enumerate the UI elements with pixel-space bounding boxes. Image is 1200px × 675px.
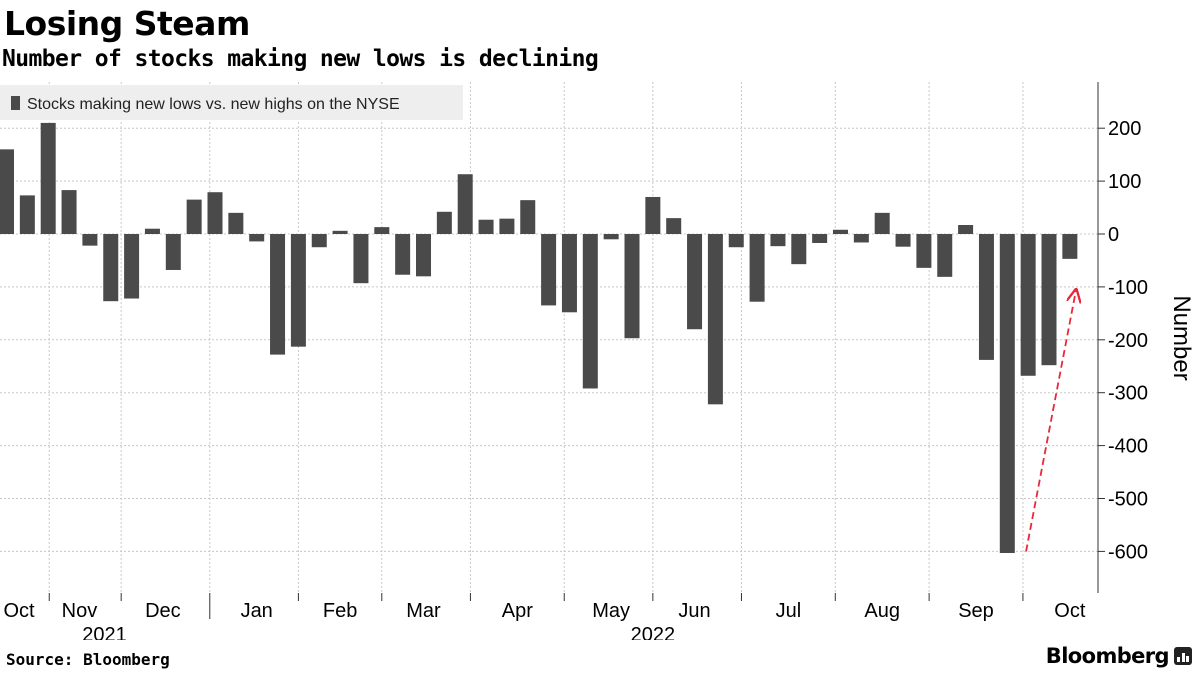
bar [707,234,723,405]
bar [19,195,35,234]
bar [228,212,244,234]
x-month-label: May [592,600,630,622]
bar [833,229,848,234]
bar [144,228,160,234]
bar [791,234,807,265]
bar [958,225,974,234]
x-month-label: Jul [776,600,802,622]
grid-lines [0,82,1098,593]
bar [520,200,536,234]
bar-series [0,122,1078,553]
y-tick-label: 0 [1108,224,1119,246]
bar [186,199,202,234]
x-year-label: 2021 [82,624,127,640]
bar [728,234,744,248]
bar [978,234,994,360]
x-month-label: Feb [323,600,357,622]
bar [207,192,223,234]
bar [687,234,703,330]
y-axis-title: Number [1168,295,1195,380]
y-tick-label: 200 [1108,118,1141,140]
x-axis: Oct Nov Dec Jan Feb Mar Apr May Jun Jul Aug Sep Oct 2… [3,600,1085,640]
bar [61,190,77,234]
bar [499,218,515,234]
bar [82,234,98,246]
bar [124,234,140,299]
y-axis: 200 100 0 -100 -200 -300 -400 -500 -600 [48,82,1148,619]
x-month-label: Apr [502,600,533,622]
bar [270,234,286,355]
bar [40,122,56,234]
bar [582,234,598,389]
bar [541,234,557,306]
bar [624,234,640,339]
bar [249,234,265,242]
x-month-label: Jan [241,600,273,622]
y-tick-label: -200 [1108,330,1148,352]
bar [395,234,411,275]
legend-box [0,85,463,120]
x-month-label: Nov [62,600,98,622]
bar [770,234,786,247]
legend-swatch [11,96,20,110]
bar [645,196,661,234]
bar [353,234,369,284]
legend-label: Stocks making new lows vs. new highs on … [27,96,400,113]
legend: Stocks making new lows vs. new highs on … [0,85,463,120]
x-month-label: Oct [3,600,35,622]
bar [999,234,1015,553]
y-tick-label: -600 [1108,541,1148,563]
bar-chart-icon [1174,647,1192,665]
x-month-label: Jun [678,600,710,622]
bar [603,234,619,240]
bar-chart: 200 100 0 -100 -200 -300 -400 -500 -600 Oct Nov De… [0,82,1195,640]
bar [478,219,494,234]
x-month-label: Oct [1054,600,1086,622]
bar [332,230,348,234]
bar [895,234,911,247]
y-tick-label: -100 [1108,277,1148,299]
bar [0,149,14,234]
bar [311,234,327,248]
x-month-label: Mar [406,600,441,622]
y-tick-label: -300 [1108,383,1148,405]
annotations [1025,290,1076,552]
x-month-label: Aug [864,600,900,622]
bar [1062,234,1078,259]
bar [916,234,932,268]
bar [374,227,390,234]
x-year-label: 2022 [631,624,676,640]
bar [457,174,473,234]
bar [416,234,431,277]
chart-title: Losing Steam [4,4,250,43]
bar [874,212,890,234]
y-tick-label: 100 [1108,171,1141,193]
bar [1020,234,1036,376]
bar [937,234,953,277]
bar [436,211,452,234]
y-tick-label: -400 [1108,436,1148,458]
bloomberg-logo: Bloomberg [1046,644,1192,668]
bar [749,234,765,302]
logo-wordmark: Bloomberg [1045,644,1170,668]
bar [666,218,682,234]
bar [103,234,119,302]
x-month-label: Sep [958,600,994,622]
bar [812,234,828,243]
x-month-label: Dec [145,600,181,622]
bar [165,234,181,270]
trend-arrow [1025,290,1076,552]
y-tick-label: -500 [1108,489,1148,511]
bar [561,234,577,313]
bar [1041,234,1057,366]
chart-subtitle: Number of stocks making new lows is decl… [2,46,599,72]
bar [853,234,869,243]
bar [290,234,306,347]
source-note: Source: Bloomberg [6,650,170,669]
